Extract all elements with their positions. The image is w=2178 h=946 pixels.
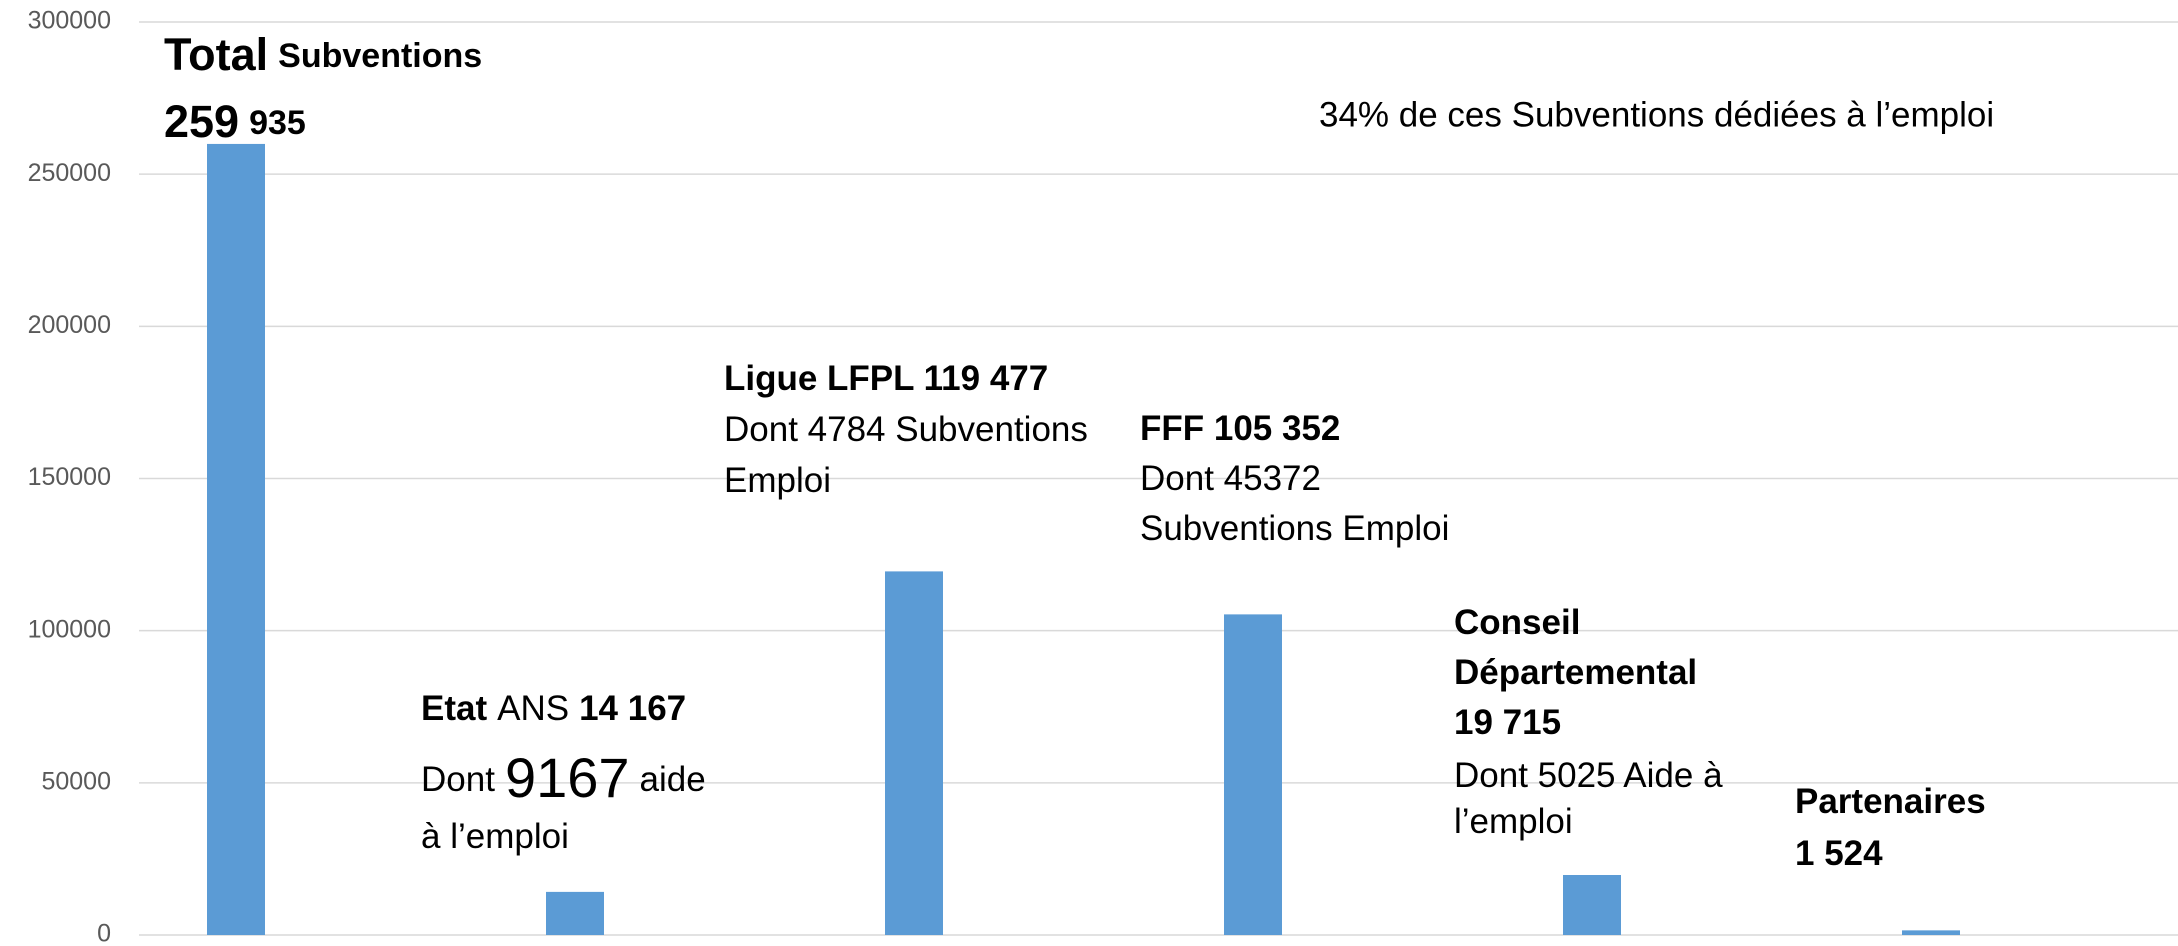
annotation-line: 19 715 <box>1454 703 1561 742</box>
bar <box>885 571 943 935</box>
annotation-text: Partenaires <box>1795 782 1986 821</box>
annotation-line: à l’emploi <box>421 817 569 856</box>
annotation-line: Total Subventions <box>164 29 482 80</box>
annotation-text: Subventions <box>278 37 482 75</box>
annotation-line: Départemental <box>1454 653 1697 692</box>
annotation-text: l’emploi <box>1454 802 1573 841</box>
annotation-line: 1 524 <box>1795 834 1883 873</box>
annotation-text: 14 167 <box>579 689 686 728</box>
annotation-text: 1 524 <box>1795 834 1883 873</box>
bar <box>207 143 265 935</box>
annotation-text: Emploi <box>724 461 831 500</box>
annotation-text: Dont 4784 Subventions <box>724 410 1088 449</box>
annotation-line: Dont 45372 <box>1140 459 1321 498</box>
y-tick-label: 300000 <box>28 7 111 35</box>
annotation-text: Ligue LFPL 119 477 <box>724 359 1048 398</box>
bar <box>546 891 604 935</box>
y-tick-label: 150000 <box>28 463 111 491</box>
y-tick-label: 200000 <box>28 311 111 339</box>
annotation-line: Emploi <box>724 461 831 500</box>
annotation-text: Conseil <box>1454 603 1580 642</box>
annotation-text: 935 <box>249 104 306 142</box>
annotation-line: FFF 105 352 <box>1140 409 1340 448</box>
annotation-line: Conseil <box>1454 603 1580 642</box>
annotation-text: 9167 <box>505 746 630 809</box>
y-tick-label: 100000 <box>28 615 111 643</box>
y-tick-label: 0 <box>97 920 111 946</box>
annotation-line: Etat ANS 14 167 <box>421 689 686 728</box>
annotation-text: 259 <box>164 96 239 147</box>
annotation-line: Partenaires <box>1795 782 1986 821</box>
annotation-text: Dont 5025 Aide à <box>1454 756 1723 795</box>
annotation-line: l’emploi <box>1454 802 1573 841</box>
annotation-text: aide <box>640 760 706 799</box>
annotation-text: Etat <box>421 689 487 728</box>
annotation-line: Dont 9167 aide <box>421 746 706 809</box>
annotation-line: Dont 5025 Aide à <box>1454 756 1723 795</box>
annotation-line: 259 935 <box>164 96 306 147</box>
annotation-line: Ligue LFPL 119 477 <box>724 359 1048 398</box>
annotation-text: Dont <box>421 760 495 799</box>
y-tick-label: 50000 <box>41 767 111 795</box>
bar <box>1563 875 1621 935</box>
annotation-text: Total <box>164 29 268 80</box>
y-tick-label: 250000 <box>28 159 111 187</box>
annotation-text: Dont 45372 <box>1140 459 1321 498</box>
annotation-text: FFF 105 352 <box>1140 409 1340 448</box>
note: 34% de ces Subventions dédiées à l’emplo… <box>1319 95 1994 134</box>
annotation-text: Départemental <box>1454 653 1697 692</box>
bar <box>1224 614 1282 935</box>
annotation-text: à l’emploi <box>421 817 569 856</box>
annotation-text: Subventions Emploi <box>1140 509 1449 548</box>
bar <box>1902 930 1960 935</box>
annotation-text: 19 715 <box>1454 703 1561 742</box>
annotation-text: ANS <box>497 689 569 728</box>
annotation-line: Subventions Emploi <box>1140 509 1449 548</box>
annotation-line: Dont 4784 Subventions <box>724 410 1088 449</box>
